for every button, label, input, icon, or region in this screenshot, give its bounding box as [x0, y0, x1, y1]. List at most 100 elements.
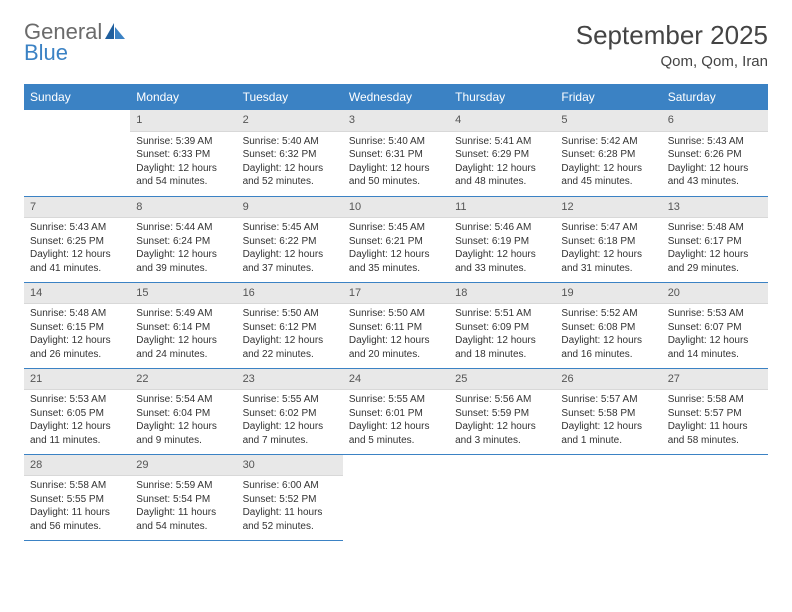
day-body: Sunrise: 5:44 AMSunset: 6:24 PMDaylight:…: [130, 218, 236, 279]
day-body: Sunrise: 5:42 AMSunset: 6:28 PMDaylight:…: [555, 132, 661, 193]
daylight-text: Daylight: 12 hours and 24 minutes.: [136, 334, 230, 361]
sunset-text: Sunset: 5:57 PM: [668, 407, 762, 421]
calendar-cell: 30Sunrise: 6:00 AMSunset: 5:52 PMDayligh…: [237, 454, 343, 540]
day-body: Sunrise: 5:53 AMSunset: 6:07 PMDaylight:…: [662, 304, 768, 365]
day-body: Sunrise: 5:40 AMSunset: 6:32 PMDaylight:…: [237, 132, 343, 193]
calendar-cell: 14Sunrise: 5:48 AMSunset: 6:15 PMDayligh…: [24, 282, 130, 368]
daylight-text: Daylight: 12 hours and 41 minutes.: [30, 248, 124, 275]
daylight-text: Daylight: 12 hours and 45 minutes.: [561, 162, 655, 189]
daylight-text: Daylight: 12 hours and 16 minutes.: [561, 334, 655, 361]
day-body: Sunrise: 5:41 AMSunset: 6:29 PMDaylight:…: [449, 132, 555, 193]
sunrise-text: Sunrise: 5:46 AM: [455, 221, 549, 235]
day-body: Sunrise: 5:55 AMSunset: 6:01 PMDaylight:…: [343, 390, 449, 451]
header: General Blue September 2025 Qom, Qom, Ir…: [24, 20, 768, 70]
daylight-text: Daylight: 12 hours and 20 minutes.: [349, 334, 443, 361]
day-number: 23: [237, 369, 343, 391]
daylight-text: Daylight: 12 hours and 35 minutes.: [349, 248, 443, 275]
calendar-cell: 12 Sunrise: 5:47 AMSunset: 6:18 PMDayligh…: [555, 196, 661, 282]
calendar-cell: 9Sunrise: 5:45 AMSunset: 6:22 PMDaylight…: [237, 196, 343, 282]
weekday-header: Saturday: [662, 84, 768, 110]
sunrise-text: Sunrise: 5:49 AM: [136, 307, 230, 321]
calendar-cell: 3Sunrise: 5:40 AMSunset: 6:31 PMDaylight…: [343, 110, 449, 196]
calendar-cell: 20Sunrise: 5:53 AMSunset: 6:07 PMDayligh…: [662, 282, 768, 368]
calendar-row: 1Sunrise: 5:39 AMSunset: 6:33 PMDaylight…: [24, 110, 768, 196]
sunset-text: Sunset: 6:05 PM: [30, 407, 124, 421]
sunset-text: Sunset: 6:12 PM: [243, 321, 337, 335]
sunrise-text: Sunrise: 5:47 AM: [561, 221, 655, 235]
calendar-cell: 6Sunrise: 5:43 AMSunset: 6:26 PMDaylight…: [662, 110, 768, 196]
sunrise-text: Sunrise: 5:55 AM: [349, 393, 443, 407]
sunrise-text: Sunrise: 5:41 AM: [455, 135, 549, 149]
day-number: 15: [130, 283, 236, 305]
day-number: 10: [343, 197, 449, 219]
day-number: 12: [555, 197, 661, 219]
day-body: Sunrise: 5:49 AMSunset: 6:14 PMDaylight:…: [130, 304, 236, 365]
sunset-text: Sunset: 6:32 PM: [243, 148, 337, 162]
day-body: Sunrise: 5:40 AMSunset: 6:31 PMDaylight:…: [343, 132, 449, 193]
sunset-text: Sunset: 6:08 PM: [561, 321, 655, 335]
sunset-text: Sunset: 6:28 PM: [561, 148, 655, 162]
day-number: 19: [555, 283, 661, 305]
day-body: Sunrise: 5:45 AMSunset: 6:21 PMDaylight:…: [343, 218, 449, 279]
sunset-text: Sunset: 6:15 PM: [30, 321, 124, 335]
daylight-text: Daylight: 12 hours and 50 minutes.: [349, 162, 443, 189]
day-body: Sunrise: 5:53 AMSunset: 6:05 PMDaylight:…: [24, 390, 130, 451]
daylight-text: Daylight: 12 hours and 33 minutes.: [455, 248, 549, 275]
sunrise-text: Sunrise: 5:42 AM: [561, 135, 655, 149]
daylight-text: Daylight: 12 hours and 9 minutes.: [136, 420, 230, 447]
daylight-text: Daylight: 12 hours and 37 minutes.: [243, 248, 337, 275]
calendar-cell: 13Sunrise: 5:48 AMSunset: 6:17 PMDayligh…: [662, 196, 768, 282]
sunset-text: Sunset: 6:11 PM: [349, 321, 443, 335]
sunset-text: Sunset: 6:26 PM: [668, 148, 762, 162]
day-number: 7: [24, 197, 130, 219]
daylight-text: Daylight: 12 hours and 3 minutes.: [455, 420, 549, 447]
weekday-header: Wednesday: [343, 84, 449, 110]
sunset-text: Sunset: 6:18 PM: [561, 235, 655, 249]
daylight-text: Daylight: 12 hours and 31 minutes.: [561, 248, 655, 275]
daylight-text: Daylight: 12 hours and 1 minute.: [561, 420, 655, 447]
sunrise-text: Sunrise: 5:44 AM: [136, 221, 230, 235]
sunset-text: Sunset: 5:58 PM: [561, 407, 655, 421]
day-body: Sunrise: 5:48 AMSunset: 6:15 PMDaylight:…: [24, 304, 130, 365]
sunrise-text: Sunrise: 5:55 AM: [243, 393, 337, 407]
logo: General Blue: [24, 20, 126, 64]
sunrise-text: Sunrise: 5:51 AM: [455, 307, 549, 321]
day-number: 16: [237, 283, 343, 305]
sunset-text: Sunset: 6:01 PM: [349, 407, 443, 421]
day-body: Sunrise: 5:54 AMSunset: 6:04 PMDaylight:…: [130, 390, 236, 451]
weekday-header: Monday: [130, 84, 236, 110]
day-body: Sunrise: 5:58 AMSunset: 5:57 PMDaylight:…: [662, 390, 768, 451]
calendar-cell: 25Sunrise: 5:56 AMSunset: 5:59 PMDayligh…: [449, 368, 555, 454]
sunrise-text: Sunrise: 5:50 AM: [243, 307, 337, 321]
calendar-cell: 28Sunrise: 5:58 AMSunset: 5:55 PMDayligh…: [24, 454, 130, 540]
daylight-text: Daylight: 12 hours and 5 minutes.: [349, 420, 443, 447]
sunset-text: Sunset: 6:09 PM: [455, 321, 549, 335]
day-body: Sunrise: 5:50 AMSunset: 6:12 PMDaylight:…: [237, 304, 343, 365]
day-number: 24: [343, 369, 449, 391]
sunrise-text: Sunrise: 5:45 AM: [349, 221, 443, 235]
sunset-text: Sunset: 6:17 PM: [668, 235, 762, 249]
day-body: Sunrise: 5:43 AMSunset: 6:25 PMDaylight:…: [24, 218, 130, 279]
daylight-text: Daylight: 12 hours and 48 minutes.: [455, 162, 549, 189]
day-number: 29: [130, 455, 236, 477]
calendar-cell: 19Sunrise: 5:52 AMSunset: 6:08 PMDayligh…: [555, 282, 661, 368]
calendar-cell: 21Sunrise: 5:53 AMSunset: 6:05 PMDayligh…: [24, 368, 130, 454]
sunset-text: Sunset: 6:14 PM: [136, 321, 230, 335]
day-body: Sunrise: 5:45 AMSunset: 6:22 PMDaylight:…: [237, 218, 343, 279]
calendar-row: 7Sunrise: 5:43 AMSunset: 6:25 PMDaylight…: [24, 196, 768, 282]
day-number: 13: [662, 197, 768, 219]
day-number: 1: [130, 110, 236, 132]
sunset-text: Sunset: 6:31 PM: [349, 148, 443, 162]
sunrise-text: Sunrise: 5:53 AM: [30, 393, 124, 407]
calendar-cell: [343, 454, 449, 540]
sunrise-text: Sunrise: 5:48 AM: [668, 221, 762, 235]
calendar-cell: 15Sunrise: 5:49 AMSunset: 6:14 PMDayligh…: [130, 282, 236, 368]
day-body: Sunrise: 5:55 AMSunset: 6:02 PMDaylight:…: [237, 390, 343, 451]
calendar-cell: 29Sunrise: 5:59 AMSunset: 5:54 PMDayligh…: [130, 454, 236, 540]
day-number: 21: [24, 369, 130, 391]
calendar-cell: 22Sunrise: 5:54 AMSunset: 6:04 PMDayligh…: [130, 368, 236, 454]
calendar-body: 1Sunrise: 5:39 AMSunset: 6:33 PMDaylight…: [24, 110, 768, 540]
daylight-text: Daylight: 12 hours and 18 minutes.: [455, 334, 549, 361]
day-number: 9: [237, 197, 343, 219]
sunset-text: Sunset: 5:59 PM: [455, 407, 549, 421]
